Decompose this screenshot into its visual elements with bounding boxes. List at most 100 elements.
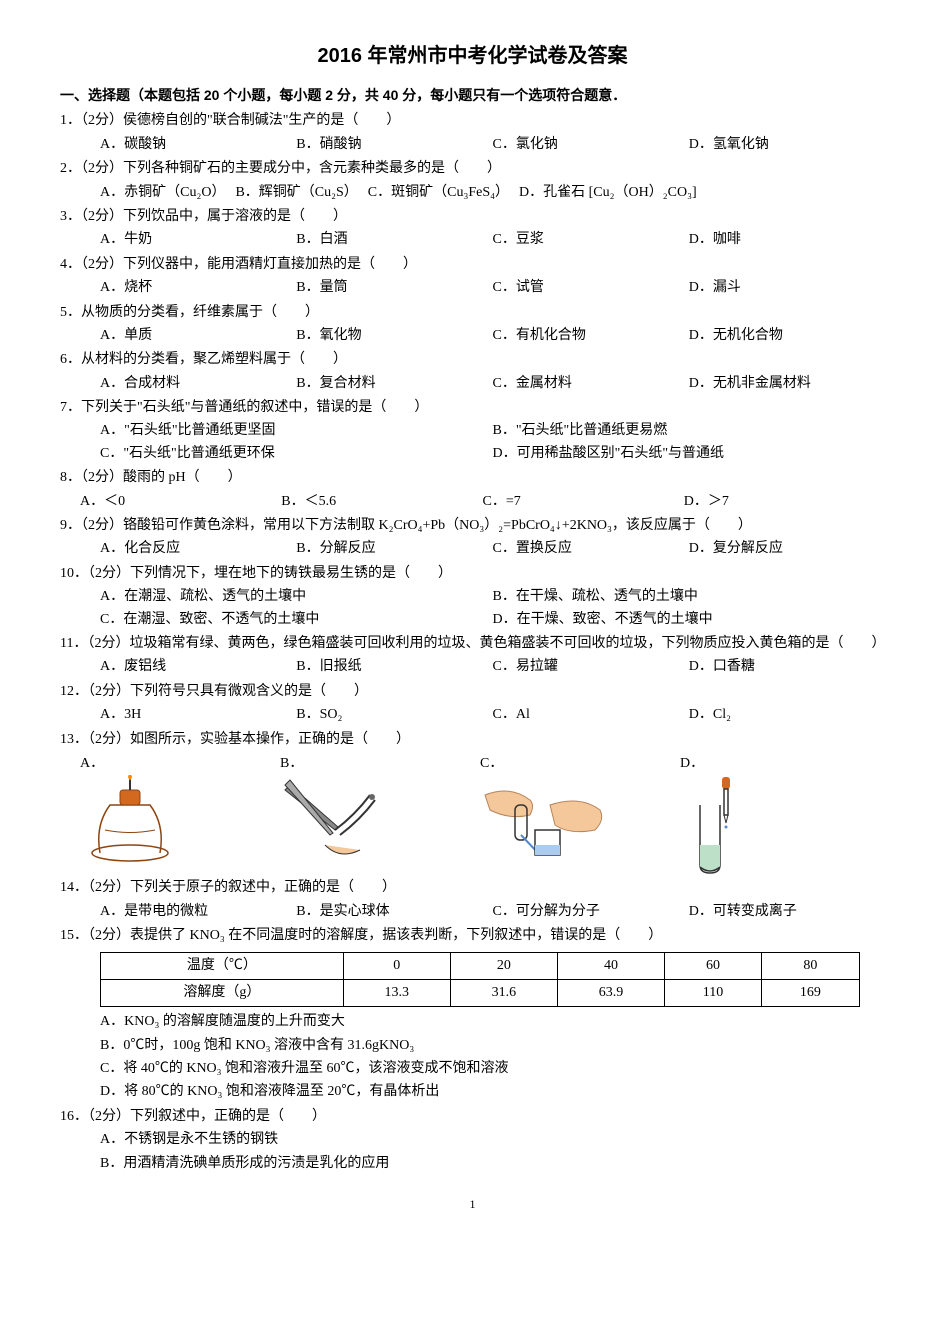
- q8-opt-c: C．=7: [483, 491, 684, 513]
- q10-options: A．在潮湿、疏松、透气的土壤中 B．在干燥、疏松、透气的土壤中 C．在潮湿、致密…: [60, 586, 885, 631]
- q4-stem: 4．（2分）下列仪器中，能用酒精灯直接加热的是（ ）: [60, 254, 885, 276]
- q11-stem: 11．（2分）垃圾箱常有绿、黄两色，绿色箱盛装可回收利用的垃圾、黄色箱盛装不可回…: [60, 633, 885, 655]
- question-6: 6．从材料的分类看，聚乙烯塑料属于（ ） A．合成材料 B．复合材料 C．金属材…: [60, 349, 885, 395]
- q8-stem: 8．（2分）酸雨的 pH（ ）: [60, 467, 885, 489]
- question-2: 2．（2分）下列各种铜矿石的主要成分中，含元素种类最多的是（ ） A．赤铜矿（C…: [60, 158, 885, 204]
- q13-label-d: D．: [680, 756, 704, 771]
- q9-stem: 9．（2分）铬酸铅可作黄色涂料，常用以下方法制取 K₂CrO₄+Pb（NO₃）₂…: [60, 515, 885, 537]
- q13-stem: 13．（2分）如图所示，实验基本操作，正确的是（ ）: [60, 729, 885, 751]
- q11-options: A．废铝线 B．旧报纸 C．易拉罐 D．口香糖: [60, 656, 885, 678]
- q15-opt-d: D．将 80℃的 KNO₃ 饱和溶液降温至 20℃，有晶体析出: [100, 1081, 885, 1103]
- q15-th-label: 温度（℃）: [101, 952, 344, 979]
- q9-opt-b: B．分解反应: [296, 538, 492, 560]
- q3-opt-b: B．白酒: [296, 229, 492, 251]
- question-16: 16．（2分）下列叙述中，正确的是（ ） A．不锈钢是永不生锈的钢铁 B．用酒精…: [60, 1106, 885, 1175]
- q14-opt-b: B．是实心球体: [296, 901, 492, 923]
- q12-opt-a: A．3H: [100, 704, 296, 726]
- q2-opt-d: D．孔雀石 [Cu₂（OH）₂CO₃]: [519, 182, 697, 204]
- section-header: 一、选择题（本题包括 20 个小题，每小题 2 分，共 40 分，每小题只有一个…: [60, 84, 885, 106]
- q7-stem: 7．下列关于"石头纸"与普通纸的叙述中，错误的是（ ）: [60, 397, 885, 419]
- q15-th-4: 80: [761, 952, 859, 979]
- page-number: 1: [60, 1195, 885, 1214]
- q11-opt-a: A．废铝线: [100, 656, 296, 678]
- q7-opt-c: C．"石头纸"比普通纸更环保: [100, 443, 493, 465]
- q8-opt-d: D．＞7: [684, 491, 885, 513]
- q5-opt-c: C．有机化合物: [493, 325, 689, 347]
- q15-th-1: 20: [450, 952, 557, 979]
- q15-row-label: 溶解度（g）: [101, 979, 344, 1006]
- question-12: 12．（2分）下列符号只具有微观含义的是（ ） A．3H B．SO₂ C．Al …: [60, 681, 885, 727]
- question-3: 3．（2分）下列饮品中，属于溶液的是（ ） A．牛奶 B．白酒 C．豆浆 D．咖…: [60, 206, 885, 252]
- q7-opt-a: A．"石头纸"比普通纸更坚固: [100, 420, 493, 442]
- question-15: 15．（2分）表提供了 KNO₃ 在不同温度时的溶解度，据该表判断，下列叙述中，…: [60, 925, 885, 1104]
- q5-opt-a: A．单质: [100, 325, 296, 347]
- q5-stem: 5．从物质的分类看，纤维素属于（ ）: [60, 302, 885, 324]
- q13-label-c: C．: [480, 756, 503, 771]
- q16-opt-b: B．用酒精清洗碘单质形成的污渍是乳化的应用: [100, 1153, 885, 1175]
- q15-stem: 15．（2分）表提供了 KNO₃ 在不同温度时的溶解度，据该表判断，下列叙述中，…: [60, 925, 885, 947]
- q3-opt-c: C．豆浆: [493, 229, 689, 251]
- q15-opt-a: A．KNO₃ 的溶解度随温度的上升而变大: [100, 1011, 885, 1033]
- q1-stem: 1．（2分）侯德榜自创的"联合制碱法"生产的是（ ）: [60, 110, 885, 132]
- q10-opt-c: C．在潮湿、致密、不透气的土壤中: [100, 609, 493, 631]
- q13-cell-a: A．: [80, 753, 280, 865]
- q11-opt-b: B．旧报纸: [296, 656, 492, 678]
- q6-options: A．合成材料 B．复合材料 C．金属材料 D．无机非金属材料: [60, 373, 885, 395]
- pouring-liquid-icon: [480, 775, 610, 865]
- q8-opt-b: B．＜5.6: [281, 491, 482, 513]
- q13-label-b: B．: [280, 756, 303, 771]
- q15-v-1: 31.6: [450, 979, 557, 1006]
- q15-opt-c: C．将 40℃的 KNO₃ 饱和溶液升温至 60℃，该溶液变成不饱和溶液: [100, 1058, 885, 1080]
- q15-th-0: 0: [343, 952, 450, 979]
- q6-opt-d: D．无机非金属材料: [689, 373, 885, 395]
- q6-opt-a: A．合成材料: [100, 373, 296, 395]
- q4-options: A．烧杯 B．量筒 C．试管 D．漏斗: [60, 277, 885, 299]
- tweezers-test-tube-icon: [280, 775, 390, 865]
- q2-opt-a: A．赤铜矿（Cu₂O）: [100, 182, 225, 204]
- q10-opt-d: D．在干燥、致密、不透气的土壤中: [493, 609, 886, 631]
- q6-stem: 6．从材料的分类看，聚乙烯塑料属于（ ）: [60, 349, 885, 371]
- question-11: 11．（2分）垃圾箱常有绿、黄两色，绿色箱盛装可回收利用的垃圾、黄色箱盛装不可回…: [60, 633, 885, 679]
- q13-label-a: A．: [80, 756, 104, 771]
- q14-opt-a: A．是带电的微粒: [100, 901, 296, 923]
- q2-opt-c: C．斑铜矿（Cu₃FeS₄）: [368, 182, 509, 204]
- q14-stem: 14．（2分）下列关于原子的叙述中，正确的是（ ）: [60, 877, 885, 899]
- q13-cell-c: C．: [480, 753, 680, 865]
- q4-opt-d: D．漏斗: [689, 277, 885, 299]
- q14-options: A．是带电的微粒 B．是实心球体 C．可分解为分子 D．可转变成离子: [60, 901, 885, 923]
- q12-options: A．3H B．SO₂ C．Al D．Cl₂: [60, 704, 885, 726]
- q4-opt-b: B．量筒: [296, 277, 492, 299]
- q2-stem: 2．（2分）下列各种铜矿石的主要成分中，含元素种类最多的是（ ）: [60, 158, 885, 180]
- q2-opt-b: B．辉铜矿（Cu₂S）: [235, 182, 357, 204]
- q1-opt-d: D．氢氧化钠: [689, 134, 885, 156]
- q15-th-2: 40: [557, 952, 664, 979]
- q5-opt-b: B．氧化物: [296, 325, 492, 347]
- q15-v-2: 63.9: [557, 979, 664, 1006]
- q15-table: 温度（℃） 0 20 40 60 80 溶解度（g） 13.3 31.6 63.…: [100, 952, 860, 1008]
- q3-opt-a: A．牛奶: [100, 229, 296, 251]
- q15-opt-b: B．0℃时，100g 饱和 KNO₃ 溶液中含有 31.6gKNO₃: [100, 1035, 885, 1057]
- q8-opt-a: A．＜0: [80, 491, 281, 513]
- question-5: 5．从物质的分类看，纤维素属于（ ） A．单质 B．氧化物 C．有机化合物 D．…: [60, 302, 885, 348]
- q7-opt-d: D．可用稀盐酸区别"石头纸"与普通纸: [493, 443, 886, 465]
- q1-opt-c: C．氯化钠: [493, 134, 689, 156]
- q6-opt-b: B．复合材料: [296, 373, 492, 395]
- q16-opt-a: A．不锈钢是永不生锈的钢铁: [100, 1129, 885, 1151]
- q10-opt-a: A．在潮湿、疏松、透气的土壤中: [100, 586, 493, 608]
- q9-opt-a: A．化合反应: [100, 538, 296, 560]
- question-8: 8．（2分）酸雨的 pH（ ） A．＜0 B．＜5.6 C．=7 D．＞7: [60, 467, 885, 513]
- q5-opt-d: D．无机化合物: [689, 325, 885, 347]
- q14-opt-d: D．可转变成离子: [689, 901, 885, 923]
- dropper-test-tube-icon: [680, 775, 760, 875]
- question-14: 14．（2分）下列关于原子的叙述中，正确的是（ ） A．是带电的微粒 B．是实心…: [60, 877, 885, 923]
- q15-th-3: 60: [665, 952, 762, 979]
- q13-cell-b: B．: [280, 753, 480, 865]
- page-title: 2016 年常州市中考化学试卷及答案: [60, 40, 885, 72]
- question-13: 13．（2分）如图所示，实验基本操作，正确的是（ ） A． B．: [60, 729, 885, 876]
- q6-opt-c: C．金属材料: [493, 373, 689, 395]
- q11-opt-c: C．易拉罐: [493, 656, 689, 678]
- q12-opt-d: D．Cl₂: [689, 704, 885, 726]
- q1-options: A．碳酸钠 B．硝酸钠 C．氯化钠 D．氢氧化钠: [60, 134, 885, 156]
- q8-options: A．＜0 B．＜5.6 C．=7 D．＞7: [60, 491, 885, 513]
- q3-options: A．牛奶 B．白酒 C．豆浆 D．咖啡: [60, 229, 885, 251]
